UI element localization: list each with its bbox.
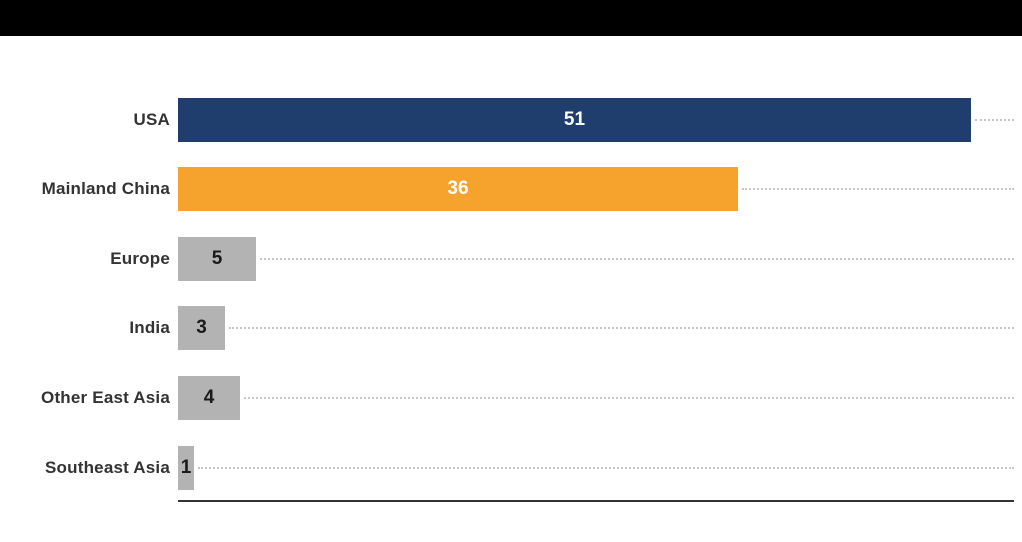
category-label: India [129,318,170,338]
category-label: Mainland China [41,179,170,199]
bar: 1 [178,445,194,490]
bar: 51 [178,97,971,142]
bar-row: USA 51 [0,97,1022,142]
bar-row: Other East Asia 4 [0,375,1022,420]
header-band [0,0,1022,36]
bar-row: Southeast Asia 1 [0,445,1022,490]
leader-line [229,327,1014,330]
bar-row: India 3 [0,306,1022,351]
bar: 4 [178,375,240,420]
category-label: Southeast Asia [45,457,170,477]
value-label: 36 [447,178,469,200]
leader-line [244,396,1014,399]
bar: 36 [178,167,738,212]
value-label: 3 [196,317,207,339]
value-label: 51 [563,108,586,130]
bar-row: Mainland China 36 [0,167,1022,212]
value-label: 4 [203,386,215,408]
leader-line [198,466,1014,469]
x-axis-line [178,500,1014,502]
category-label: Other East Asia [41,387,170,407]
leader-line [260,257,1014,260]
bar: 3 [178,306,225,351]
bar: 5 [178,236,256,281]
category-label: USA [133,109,170,129]
leader-line [975,118,1014,121]
category-label: Europe [110,248,170,268]
leader-line [742,188,1014,191]
bar-row: Europe 5 [0,236,1022,281]
value-label: 1 [180,456,192,478]
value-label: 5 [211,247,223,269]
